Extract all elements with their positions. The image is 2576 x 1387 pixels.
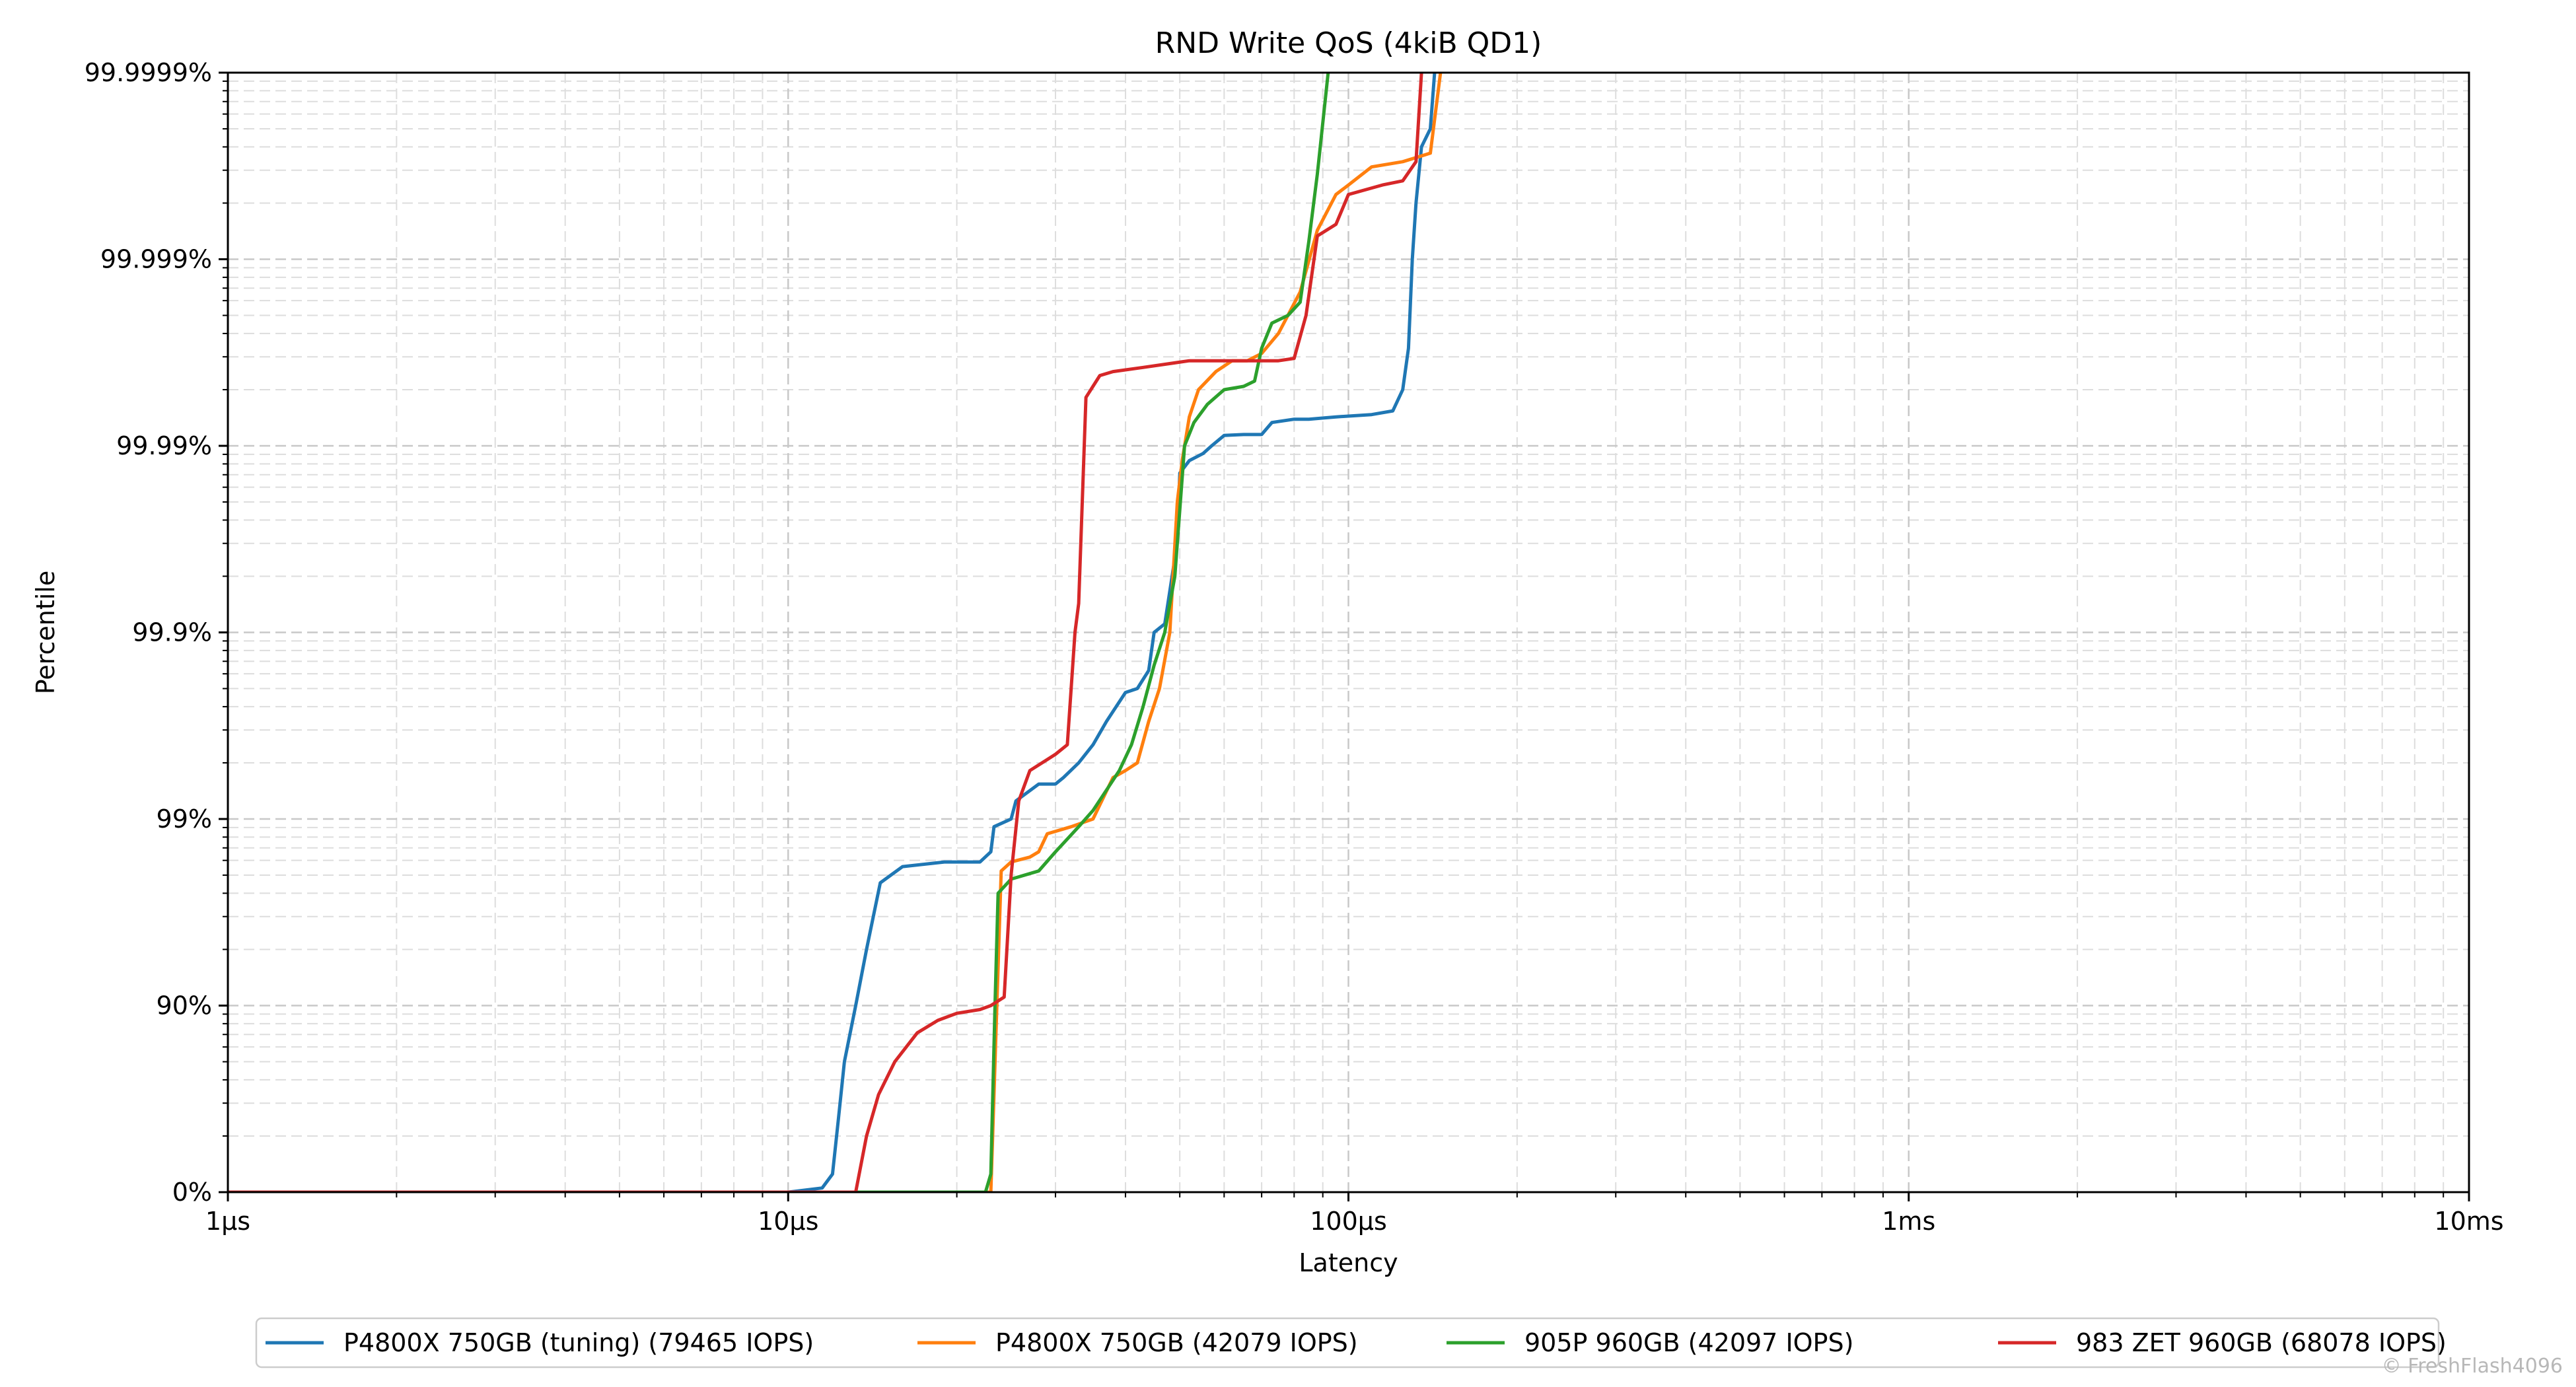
y-tick-label: 99% (157, 804, 212, 834)
y-tick-label: 99.999% (100, 245, 212, 274)
credit-watermark: © FreshFlash4096 (2382, 1355, 2563, 1378)
series-line-3 (228, 73, 1330, 1192)
x-tick-label: 10ms (2434, 1207, 2503, 1236)
series-line-2 (228, 73, 1443, 1192)
y-tick-label: 0% (172, 1178, 212, 1207)
y-tick-label: 99.9999% (85, 58, 212, 87)
y-tick-label: 99.9% (132, 618, 212, 647)
x-axis-label: Latency (1299, 1248, 1398, 1277)
x-axis-ticks: 1µs 10µs 100µs 1ms 10ms (205, 1192, 2504, 1236)
legend-label-2: P4800X 750GB (42079 IOPS) (995, 1328, 1358, 1357)
legend-label-1: P4800X 750GB (tuning) (79465 IOPS) (343, 1328, 814, 1357)
x-tick-label: 1ms (1882, 1207, 1935, 1236)
series-line-1 (228, 73, 1444, 1192)
legend-label-3: 905P 960GB (42097 IOPS) (1524, 1328, 1853, 1357)
x-tick-label: 10µs (758, 1207, 818, 1236)
y-tick-label: 99.99% (116, 431, 212, 460)
chart-title: RND Write QoS (4kiB QD1) (1155, 26, 1542, 60)
series-line-4 (228, 73, 1423, 1192)
series-lines (228, 73, 1444, 1192)
legend-box (255, 1317, 2440, 1369)
y-axis-label: Percentile (31, 571, 60, 694)
x-tick-label: 1µs (205, 1207, 250, 1236)
y-tick-label: 90% (157, 991, 212, 1020)
x-tick-label: 100µs (1310, 1207, 1387, 1236)
legend: P4800X 750GB (tuning) (79465 IOPS) P4800X… (255, 1317, 2447, 1369)
legend-label-4: 983 ZET 960GB (68078 IOPS) (2076, 1328, 2447, 1357)
y-axis-ticks: 0% 90% 99% 99.9% 99.99% 99.999% 99.9999% (85, 58, 228, 1207)
